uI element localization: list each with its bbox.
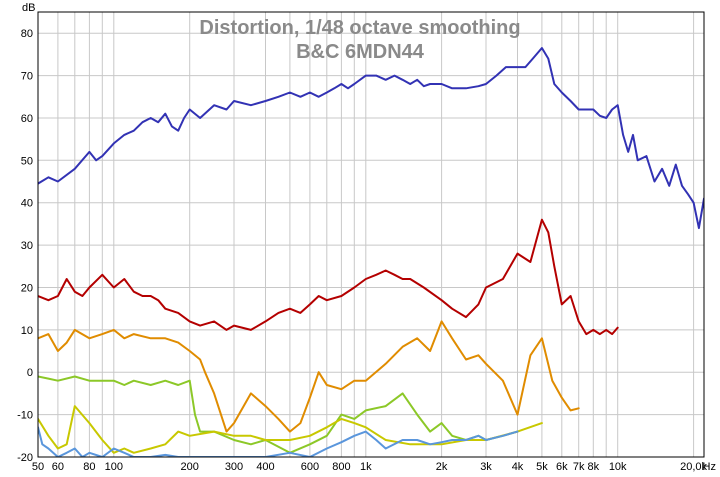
- x-tick-label: 50: [32, 461, 44, 473]
- y-tick-label: -10: [17, 410, 33, 422]
- series-line-5: [38, 405, 543, 454]
- x-tick-label: 1k: [360, 461, 372, 473]
- y-tick-label: -20: [17, 452, 33, 464]
- x-tick-label: 5k: [536, 461, 548, 473]
- y-tick-label: 70: [21, 71, 33, 83]
- series-line-1: [38, 47, 704, 230]
- series-lines: [38, 47, 704, 457]
- y-tick-label: 80: [21, 28, 33, 40]
- chart-title: Distortion, 1/48 octave smoothing: [199, 17, 520, 39]
- x-tick-label: 4k: [512, 461, 524, 473]
- y-tick-label: 0: [27, 367, 33, 379]
- y-tick-label: 30: [21, 240, 33, 252]
- y-tick-label: 10: [21, 325, 33, 337]
- x-tick-label: 7k: [573, 461, 585, 473]
- x-tick-label: 20,0k: [680, 461, 707, 473]
- series-line-4: [38, 375, 519, 454]
- series-line-2: [38, 218, 619, 336]
- x-tick-label: 3k: [480, 461, 492, 473]
- x-tick-label: 300: [225, 461, 243, 473]
- x-tick-label: 60: [52, 461, 64, 473]
- x-tick-label: 800: [332, 461, 350, 473]
- x-tick-label: 200: [181, 461, 199, 473]
- x-tick-label: 8k: [587, 461, 599, 473]
- series-line-6: [38, 426, 519, 457]
- x-tick-label: 600: [301, 461, 319, 473]
- y-tick-labels: 80 70 60 50 40 30 20 10 0 -10 -20: [17, 28, 33, 464]
- chart-subtitle: B&C 6MDN44: [296, 41, 425, 63]
- series-line-3: [38, 320, 580, 433]
- y-tick-label: 40: [21, 198, 33, 210]
- x-tick-label: 6k: [556, 461, 568, 473]
- x-tick-label: 100: [105, 461, 123, 473]
- x-tick-labels: 50 60 80 100 200 300 400 600 800 1k 2k 3k 4k 5k 6k 7k 8k…: [32, 461, 708, 473]
- y-tick-label: 50: [21, 155, 33, 167]
- x-tick-label: 10k: [609, 461, 627, 473]
- y-axis-label: dB: [22, 2, 35, 14]
- x-tick-label: 80: [83, 461, 95, 473]
- x-tick-label: 400: [256, 461, 274, 473]
- y-tick-label: 60: [21, 113, 33, 125]
- y-tick-label: 20: [21, 283, 33, 295]
- x-axis-label: Hz: [703, 461, 716, 473]
- plot-area: [38, 12, 704, 457]
- plot-frame: [37, 11, 705, 458]
- x-tick-label: 2k: [436, 461, 448, 473]
